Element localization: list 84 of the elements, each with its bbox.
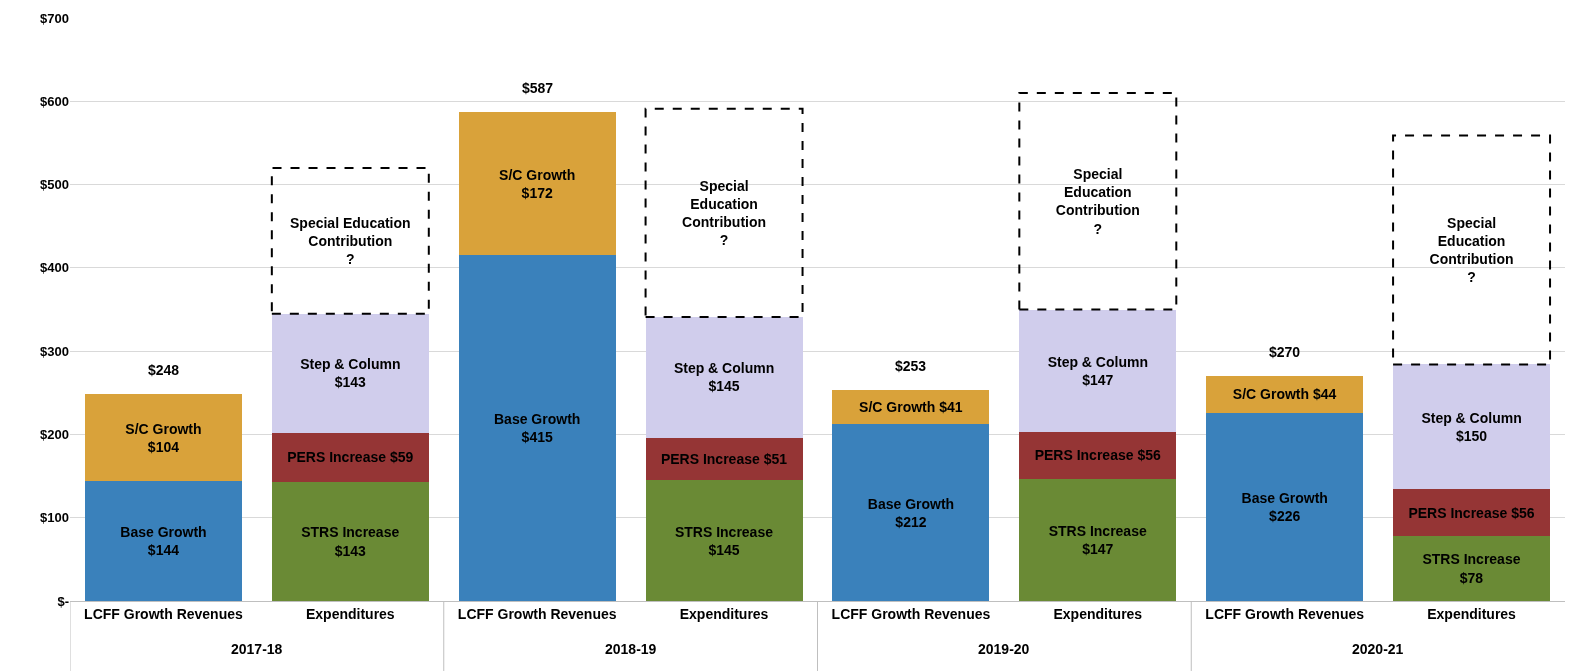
bar (1019, 309, 1177, 432)
text: Base Growth (120, 523, 207, 540)
total-label: $253 (895, 358, 927, 374)
text: Special Education Contribution (1429, 214, 1514, 268)
text: 2018-19 (605, 641, 657, 657)
text: PERS Increase $51 (660, 451, 788, 467)
data-label: $78 (1459, 569, 1484, 586)
x-tick-label: Expenditures (1053, 605, 1143, 622)
text: 2020-21 (1352, 641, 1404, 657)
series-label: S/C Growth (125, 420, 202, 437)
text: 2019-20 (978, 641, 1030, 657)
x-tick-label: LCFF Growth Revenues (831, 605, 991, 622)
bar (1018, 91, 1178, 311)
data-label: $145 (708, 541, 740, 558)
bar (458, 112, 616, 256)
x-tick-label: LCFF Growth Revenues (457, 605, 617, 622)
y-tick-label: $300 (40, 343, 69, 359)
text: S/C Growth (499, 166, 576, 183)
bar (1019, 478, 1177, 601)
x-tick-label: Expenditures (305, 605, 395, 622)
data-label: $147 (1082, 371, 1114, 388)
text: Step & Column (300, 356, 401, 373)
bar (832, 424, 990, 601)
data-label: ? (346, 250, 355, 267)
text: Special Education Contribution (682, 177, 767, 230)
x-tick-label: Expenditures (679, 605, 769, 622)
text: S/C Growth $41 (859, 399, 963, 416)
data-label: $226 (1269, 507, 1301, 524)
bar (1393, 364, 1551, 490)
bar (645, 317, 803, 438)
data-label: $172 (521, 184, 553, 201)
bar (271, 313, 429, 433)
bar (1393, 536, 1551, 601)
data-label: ? (1093, 220, 1103, 237)
series-label: Base Growth (494, 411, 581, 428)
x-tick-label: Expenditures (1427, 605, 1517, 622)
x-tick-label: LCFF Growth Revenues (1205, 605, 1365, 622)
y-tick-label: $100 (40, 510, 69, 526)
total-label: $270 (1269, 344, 1301, 360)
text: STRS Increase (674, 523, 773, 540)
data-label: $212 (895, 513, 927, 530)
text: 2017-18 (231, 641, 283, 657)
bar (84, 481, 242, 601)
bar (458, 255, 616, 601)
text: Step & Column (1047, 353, 1148, 370)
bar (1206, 412, 1364, 601)
text: STRS Increase (301, 524, 400, 541)
y-tick-label: $- (57, 593, 69, 609)
text: S/C Growth $44 (1232, 386, 1337, 403)
series-label: Special Education Contribution (290, 214, 411, 249)
y-tick-label: $500 (40, 177, 69, 193)
series-label: STRS Increase (1422, 551, 1521, 568)
text: Special Education Contribution (1055, 165, 1140, 219)
bar (84, 394, 242, 482)
data-label: ? (719, 232, 729, 249)
data-label: $143 (334, 374, 367, 391)
y-tick-label: $200 (40, 426, 69, 442)
bar (270, 166, 430, 315)
text: Step & Column (1421, 409, 1522, 426)
bar (271, 481, 429, 601)
text: Base Growth (1241, 489, 1328, 506)
x-tick-label: LCFF Growth Revenues (84, 605, 243, 622)
data-label: ? (1467, 269, 1476, 286)
y-tick-label: $600 (40, 93, 69, 109)
text: PERS Increase $56 (1034, 447, 1161, 464)
bar (645, 480, 803, 601)
total-label: $587 (522, 80, 554, 96)
text: Base Growth (867, 495, 955, 512)
data-label: $143 (334, 542, 366, 559)
data-label: $145 (708, 378, 740, 395)
data-label: $144 (147, 542, 180, 559)
bar (1392, 134, 1552, 366)
data-label: $150 (1455, 428, 1488, 445)
text: STRS Increase (1048, 522, 1147, 539)
series-label: Step & Column (673, 360, 775, 377)
bar (644, 107, 804, 318)
text: PERS Increase $56 (1408, 504, 1535, 521)
data-label: $104 (147, 438, 180, 455)
y-tick-label: $700 (40, 10, 69, 26)
text: PERS Increase $59 (287, 449, 414, 466)
data-label: $415 (521, 429, 553, 446)
total-label: $248 (148, 362, 180, 378)
y-tick-label: $400 (40, 260, 69, 276)
data-label: $147 (1082, 540, 1114, 557)
